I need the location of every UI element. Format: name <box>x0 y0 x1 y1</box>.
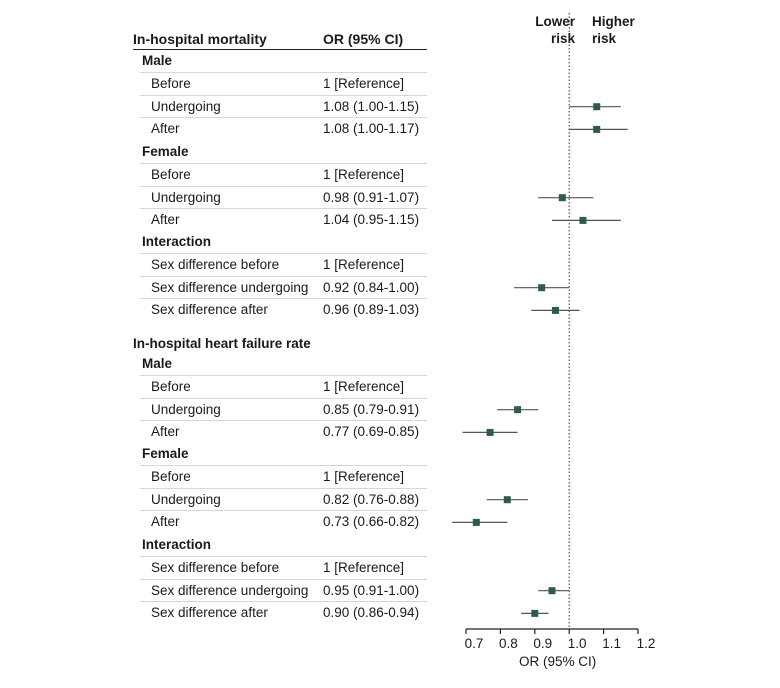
higher-risk-line2: risk <box>592 31 617 46</box>
row-or-ci: 1 [Reference] <box>323 379 405 394</box>
or-marker <box>551 306 559 314</box>
row-or-ci: 1.04 (0.95-1.15) <box>323 212 420 228</box>
x-tick-label: 0.8 <box>499 636 518 651</box>
or-marker <box>486 428 494 436</box>
row-or-ci: 1.08 (1.00-1.17) <box>323 121 420 137</box>
table-row: After 1.08 (1.00-1.17) <box>140 117 427 140</box>
x-tick-label: 1.1 <box>602 636 621 651</box>
row-label: Undergoing <box>151 189 221 205</box>
or-marker <box>472 518 480 526</box>
table-row: Undergoing 1.08 (1.00-1.15) <box>140 94 427 118</box>
row-label: Before <box>151 167 191 182</box>
table-row: Sex difference before 1 [Reference] <box>140 556 427 579</box>
table-row: Undergoing 0.98 (0.91-1.07) <box>140 185 427 209</box>
or-marker <box>579 216 587 224</box>
or-marker <box>514 406 522 414</box>
group-label: Male <box>142 53 173 68</box>
table-row: Sex difference before 1 [Reference] <box>140 253 427 276</box>
row-label: Before <box>151 379 191 394</box>
table-row: Sex difference undergoing 0.95 (0.91-1.00… <box>140 578 427 602</box>
group-label: Female <box>142 144 189 159</box>
higher-risk-label: Higher risk <box>592 13 635 47</box>
row-or-ci: 1 [Reference] <box>323 167 405 182</box>
row-label: Sex difference after <box>151 302 268 318</box>
or-marker <box>503 496 511 504</box>
row-label: After <box>151 514 180 530</box>
row-or-ci: 1.08 (1.00-1.15) <box>323 98 420 114</box>
table-row: Undergoing 0.82 (0.76-0.88) <box>140 487 427 511</box>
row-label: Sex difference undergoing <box>151 279 309 295</box>
table-row: Undergoing 0.85 (0.79-0.91) <box>140 397 427 421</box>
row-label: Undergoing <box>151 401 221 417</box>
row-label: Undergoing <box>151 491 221 507</box>
row-or-ci: 0.96 (0.89-1.03) <box>323 302 420 318</box>
table-row: Sex difference undergoing 0.92 (0.84-1.00… <box>140 275 427 299</box>
section-title-heart-failure: In-hospital heart failure rate <box>133 336 311 351</box>
table-row: Sex difference after 0.96 (0.89-1.03) <box>140 298 427 321</box>
or-marker <box>548 587 556 595</box>
row-or-ci: 0.85 (0.79-0.91) <box>323 401 420 417</box>
row-or-ci: 0.92 (0.84-1.00) <box>323 279 420 295</box>
row-label: After <box>151 212 180 228</box>
group-label: Interaction <box>142 234 212 249</box>
table-row: After 0.77 (0.69-0.85) <box>140 420 427 443</box>
group-label: Interaction <box>142 537 212 552</box>
group-label: Male <box>142 356 173 371</box>
or-marker <box>538 284 546 292</box>
table-row: After 1.04 (0.95-1.15) <box>140 208 427 231</box>
row-label: Sex difference before <box>151 257 280 272</box>
row-or-ci: 0.82 (0.76-0.88) <box>323 491 420 507</box>
row-or-ci: 1 [Reference] <box>323 560 405 575</box>
row-or-ci: 0.77 (0.69-0.85) <box>323 424 420 440</box>
x-tick-label: 1.2 <box>637 636 656 651</box>
row-or-ci: 0.98 (0.91-1.07) <box>323 189 420 205</box>
row-label: Before <box>151 76 191 91</box>
header-rule <box>133 49 427 50</box>
lower-risk-line1: Lower <box>535 14 575 29</box>
table-row: Before 1 [Reference] <box>140 465 427 488</box>
x-tick-label: 0.9 <box>533 636 552 651</box>
table-row: Before 1 [Reference] <box>140 163 427 186</box>
row-label: Sex difference after <box>151 605 268 621</box>
table-row: Sex difference after 0.90 (0.86-0.94) <box>140 601 427 624</box>
section-title-mortality: In-hospital mortality <box>133 31 267 47</box>
row-or-ci: 0.73 (0.66-0.82) <box>323 514 420 530</box>
row-or-ci: 1 [Reference] <box>323 76 405 91</box>
row-label: Sex difference before <box>151 560 280 575</box>
row-or-ci: 0.95 (0.91-1.00) <box>323 582 420 598</box>
table-row: After 0.73 (0.66-0.82) <box>140 510 427 533</box>
or-marker <box>593 125 601 133</box>
row-label: After <box>151 424 180 440</box>
row-label: Undergoing <box>151 98 221 114</box>
row-label: After <box>151 121 180 137</box>
or-marker <box>531 609 539 617</box>
x-axis-label: OR (95% CI) <box>519 654 597 669</box>
row-label: Sex difference undergoing <box>151 582 309 598</box>
higher-risk-line1: Higher <box>592 14 635 29</box>
x-tick-label: 1.0 <box>568 636 587 651</box>
or-ci-header: OR (95% CI) <box>323 31 404 47</box>
row-or-ci: 1 [Reference] <box>323 257 405 272</box>
row-or-ci: 0.90 (0.86-0.94) <box>323 605 420 621</box>
group-label: Female <box>142 446 189 461</box>
x-tick-label: 0.7 <box>465 636 484 651</box>
row-label: Before <box>151 469 191 484</box>
or-marker <box>593 103 601 111</box>
table-row: Before 1 [Reference] <box>140 72 427 95</box>
row-or-ci: 1 [Reference] <box>323 469 405 484</box>
or-marker <box>558 194 566 202</box>
table-row: Before 1 [Reference] <box>140 375 427 398</box>
